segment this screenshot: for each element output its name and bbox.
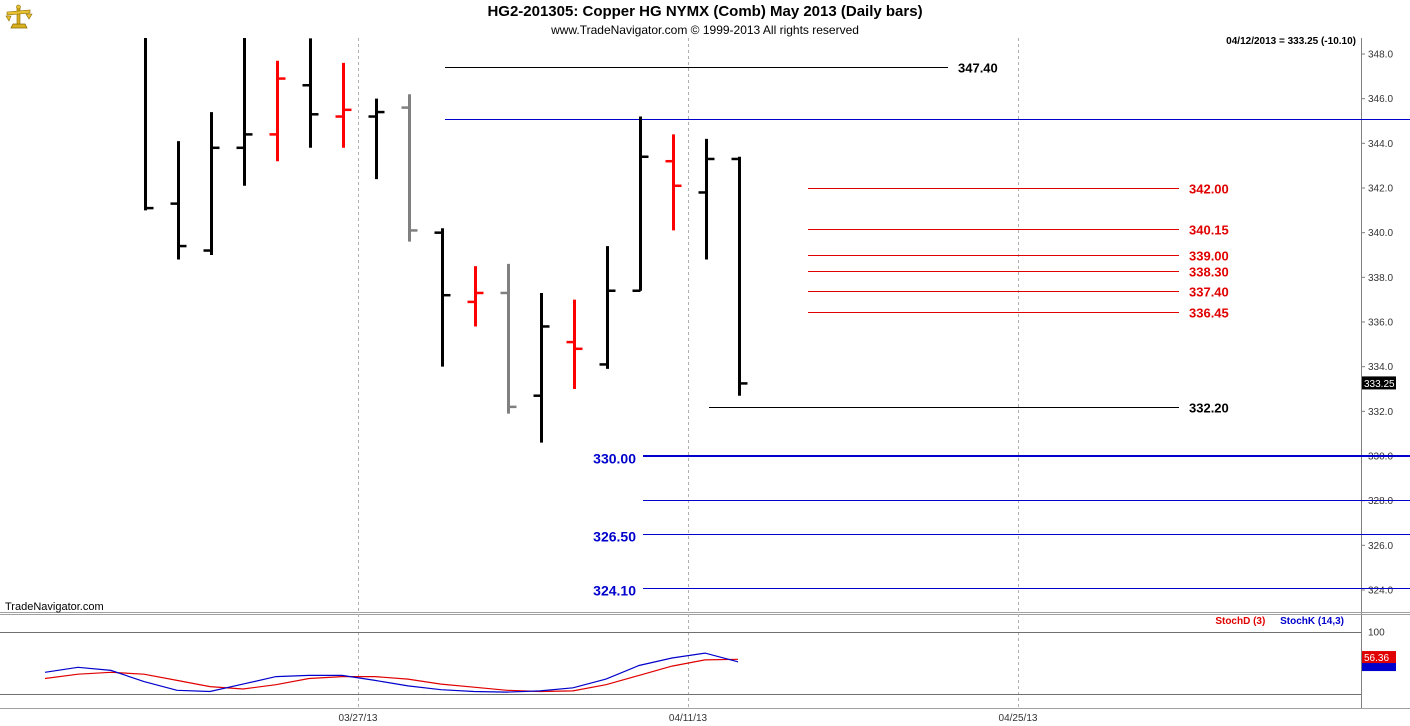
price-tick-label: 334.0 — [1368, 362, 1393, 373]
level-label-336.45: 336.45 — [1189, 306, 1229, 321]
level-label-324.10: 324.10 — [593, 583, 636, 599]
stoch-line-red — [44, 658, 739, 693]
chart-title: HG2-201305: Copper HG NYMX (Comb) May 20… — [487, 3, 923, 20]
price-tick-label: 348.0 — [1368, 50, 1393, 61]
last-price-label: 333.25 — [1364, 379, 1395, 390]
level-label-338.30: 338.30 — [1189, 265, 1229, 280]
level-label-330.00: 330.00 — [593, 451, 636, 467]
level-label-332.20: 332.20 — [1189, 401, 1229, 416]
price-axis-area — [1361, 38, 1410, 708]
level-label-342.00: 342.00 — [1189, 182, 1229, 197]
price-tick-label: 346.0 — [1368, 94, 1393, 105]
price-tick-label: 326.0 — [1368, 541, 1393, 552]
price-tick-label: 324.0 — [1368, 586, 1393, 597]
level-label-347.40: 347.40 — [958, 61, 998, 76]
price-tick-label: 336.0 — [1368, 318, 1393, 329]
chart-subtitle: www.TradeNavigator.com © 1999-2013 All r… — [551, 23, 859, 37]
last-price-note: 04/12/2013 = 333.25 (-10.10) — [1226, 36, 1356, 47]
price-tick-label: 342.0 — [1368, 184, 1393, 195]
stoch-k-value-box — [1362, 661, 1396, 672]
legend-stoch-d: StochD (3) — [1215, 616, 1266, 627]
level-label-339.00: 339.00 — [1189, 249, 1229, 264]
stoch-d-value-box — [1362, 651, 1396, 664]
level-label-337.40: 337.40 — [1189, 285, 1229, 300]
last-price-box — [1362, 376, 1396, 390]
price-tick-label: 340.0 — [1368, 228, 1393, 239]
date-tick-label: 03/27/13 — [339, 713, 378, 724]
osc-tick-label: 100 — [1368, 628, 1385, 639]
watermark-text: TradeNavigator.com — [5, 601, 104, 613]
level-label-326.50: 326.50 — [593, 529, 636, 545]
legend-stoch-k: StochK (14,3) — [1280, 616, 1344, 627]
date-tick-label: 04/11/13 — [669, 713, 708, 724]
price-tick-label: 328.0 — [1368, 496, 1393, 507]
date-tick-label: 04/25/13 — [999, 713, 1038, 724]
price-tick-label: 332.0 — [1368, 407, 1393, 418]
stochastic-legend: StochD (3) StochK (14,3) — [1215, 616, 1344, 627]
stoch-d-value-label: 56.36 — [1364, 653, 1389, 664]
price-tick-label: 344.0 — [1368, 139, 1393, 150]
stoch-line-blue — [44, 652, 739, 693]
level-label-340.15: 340.15 — [1189, 223, 1229, 238]
price-tick-label: 338.0 — [1368, 273, 1393, 284]
trade-navigator-logo-icon — [2, 2, 36, 34]
